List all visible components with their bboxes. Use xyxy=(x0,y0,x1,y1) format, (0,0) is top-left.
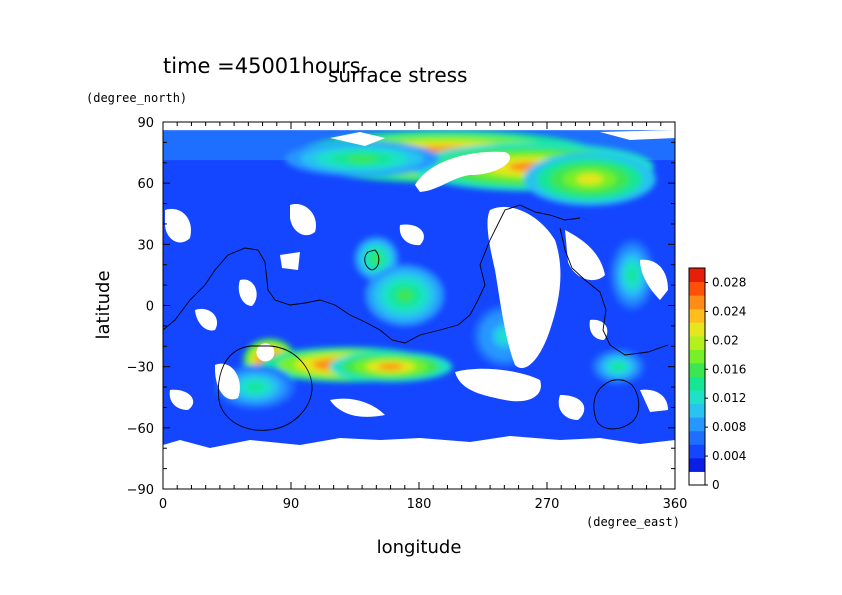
colorbar-swatch xyxy=(689,308,705,323)
calm-area-16 xyxy=(195,308,218,331)
field-feature-6-ring-4 xyxy=(378,363,403,370)
colorbar-swatch xyxy=(689,430,705,445)
colorbar-swatch xyxy=(689,444,705,459)
y-tick-label: 90 xyxy=(137,116,154,131)
calm-area-14 xyxy=(640,259,668,300)
calm-area-2 xyxy=(600,130,675,140)
calm-area-3 xyxy=(487,206,561,369)
colorbar-swatch xyxy=(689,403,705,418)
x-units-label: (degree_east) xyxy=(586,515,680,529)
calm-area-18 xyxy=(589,319,608,340)
time-label: time =45001hours xyxy=(163,54,361,78)
y-tick-label: 0 xyxy=(146,300,154,315)
colorbar-frame xyxy=(688,267,706,486)
colorbar-tick-label: 0.028 xyxy=(712,275,746,289)
x-tick-label: 0 xyxy=(159,497,167,512)
colorbar-tick-label: 0.004 xyxy=(712,449,746,463)
calm-area-8 xyxy=(280,252,300,270)
colorbar-tick-label: 0.02 xyxy=(712,333,739,347)
colorbar-tick-label: 0 xyxy=(712,478,720,492)
x-tick-label: 360 xyxy=(663,497,688,512)
coastline-southeast-ring xyxy=(593,379,640,430)
colorbar-swatch xyxy=(689,417,705,432)
coastline-overlay xyxy=(163,204,669,431)
coastline-east-continent xyxy=(559,227,669,356)
calm-area-6 xyxy=(290,204,316,236)
colorbar-swatch xyxy=(689,376,705,391)
x-tick-label: 270 xyxy=(535,497,560,512)
y-tick-label: −90 xyxy=(127,483,154,498)
coastline-africa xyxy=(163,204,581,344)
calm-area-10 xyxy=(330,398,385,417)
y-tick-label: 30 xyxy=(137,238,154,253)
colorbar-tick-label: 0.008 xyxy=(712,420,746,434)
field-feature-8-ring-4 xyxy=(371,254,381,264)
colorbar-swatch xyxy=(689,457,705,472)
chart-title: surface stress xyxy=(328,63,467,87)
colorbar-swatch xyxy=(689,471,705,486)
colorbar-swatch xyxy=(689,322,705,337)
calm-area-1 xyxy=(330,132,385,146)
colorbar-tick-label: 0.024 xyxy=(712,304,746,318)
y-axis-label: latitude xyxy=(93,270,114,339)
colorbar-swatch xyxy=(689,362,705,377)
colorbar: 0 0.004 0.008 0.012 0.016 0.02 0.024 0.028 xyxy=(688,267,746,492)
colorbar-tick-label: 0.016 xyxy=(712,362,746,376)
colorbar-tick-label: 0.012 xyxy=(712,391,746,405)
calm-area-7 xyxy=(238,279,257,306)
y-tick-label: −60 xyxy=(127,422,154,437)
colorbar-swatch xyxy=(689,295,705,310)
colorbar-swatch xyxy=(689,335,705,350)
x-tick-label: 180 xyxy=(407,497,432,512)
peak-eye-south xyxy=(256,343,275,362)
field-feature-3-ring-4 xyxy=(346,155,378,163)
calm-area-13 xyxy=(558,395,585,420)
colorbar-swatch xyxy=(689,281,705,296)
axes: 0 90 180 270 360 90 60 30 0 −30 −60 −90 xyxy=(127,116,688,512)
x-tick-label: 90 xyxy=(283,497,300,512)
calm-area-15 xyxy=(640,389,668,412)
coastline-south-ring xyxy=(217,345,313,431)
calm-area-11 xyxy=(169,389,194,410)
field-feature-2-ring-4 xyxy=(576,173,603,185)
colorbar-swatch xyxy=(689,390,705,405)
pole-gap-south xyxy=(163,436,675,489)
field-feature-12-ring-4 xyxy=(612,363,624,371)
y-tick-label: −30 xyxy=(127,361,154,376)
x-axis-label: longitude xyxy=(377,537,462,558)
field-feature-9-ring-4 xyxy=(396,289,413,302)
field-feature-11-ring-4 xyxy=(627,267,637,282)
coastline-island xyxy=(364,249,380,271)
calm-area-4 xyxy=(565,230,605,281)
colorbar-swatch xyxy=(689,268,705,283)
field-feature-7-ring-4 xyxy=(247,382,264,392)
calm-area-17 xyxy=(399,224,424,246)
y-tick-label: 60 xyxy=(137,177,154,192)
calm-area-0 xyxy=(415,151,511,192)
stress-field xyxy=(163,122,675,489)
calm-area-5 xyxy=(165,208,191,243)
colorbar-swatch xyxy=(689,349,705,364)
calm-area-12 xyxy=(455,368,541,402)
y-units-label: (degree_north) xyxy=(86,91,187,105)
